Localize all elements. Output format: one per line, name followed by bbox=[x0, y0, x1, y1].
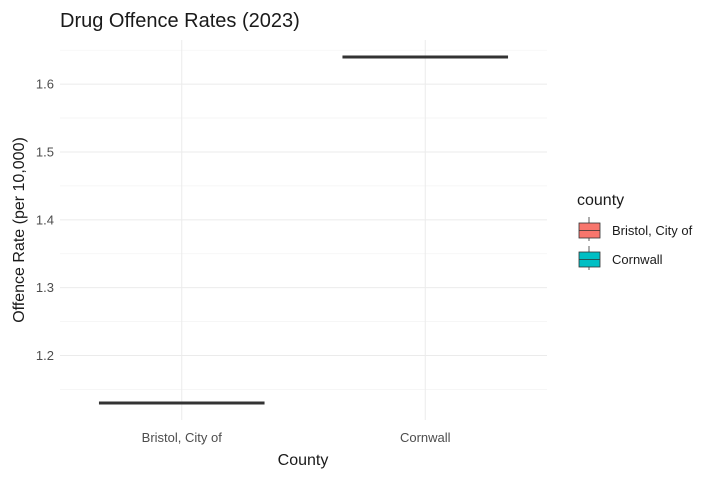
legend-item: Cornwall bbox=[578, 246, 663, 270]
y-axis-title: Offence Rate (per 10,000) bbox=[11, 137, 28, 323]
legend: county Bristol, City of Cornwall bbox=[577, 192, 693, 270]
legend-label: Bristol, City of bbox=[612, 223, 693, 238]
y-tick-label: 1.3 bbox=[36, 280, 54, 295]
x-axis-title: County bbox=[278, 452, 329, 469]
gridlines bbox=[60, 40, 547, 420]
y-tick-label: 1.5 bbox=[36, 144, 54, 159]
y-tick-label: 1.6 bbox=[36, 77, 54, 92]
y-tick-label: 1.2 bbox=[36, 348, 54, 363]
x-tick-label: Bristol, City of bbox=[142, 430, 223, 445]
chart-title: Drug Offence Rates (2023) bbox=[60, 10, 300, 32]
x-tick-label: Cornwall bbox=[400, 430, 451, 445]
plot-marks bbox=[98, 55, 509, 405]
x-axis-ticks: Bristol, City of Cornwall bbox=[142, 430, 451, 445]
legend-title: county bbox=[577, 192, 624, 209]
legend-label: Cornwall bbox=[612, 252, 663, 267]
y-axis-ticks: 1.2 1.3 1.4 1.5 1.6 bbox=[36, 77, 54, 363]
legend-item: Bristol, City of bbox=[578, 217, 693, 241]
y-tick-label: 1.4 bbox=[36, 212, 54, 227]
